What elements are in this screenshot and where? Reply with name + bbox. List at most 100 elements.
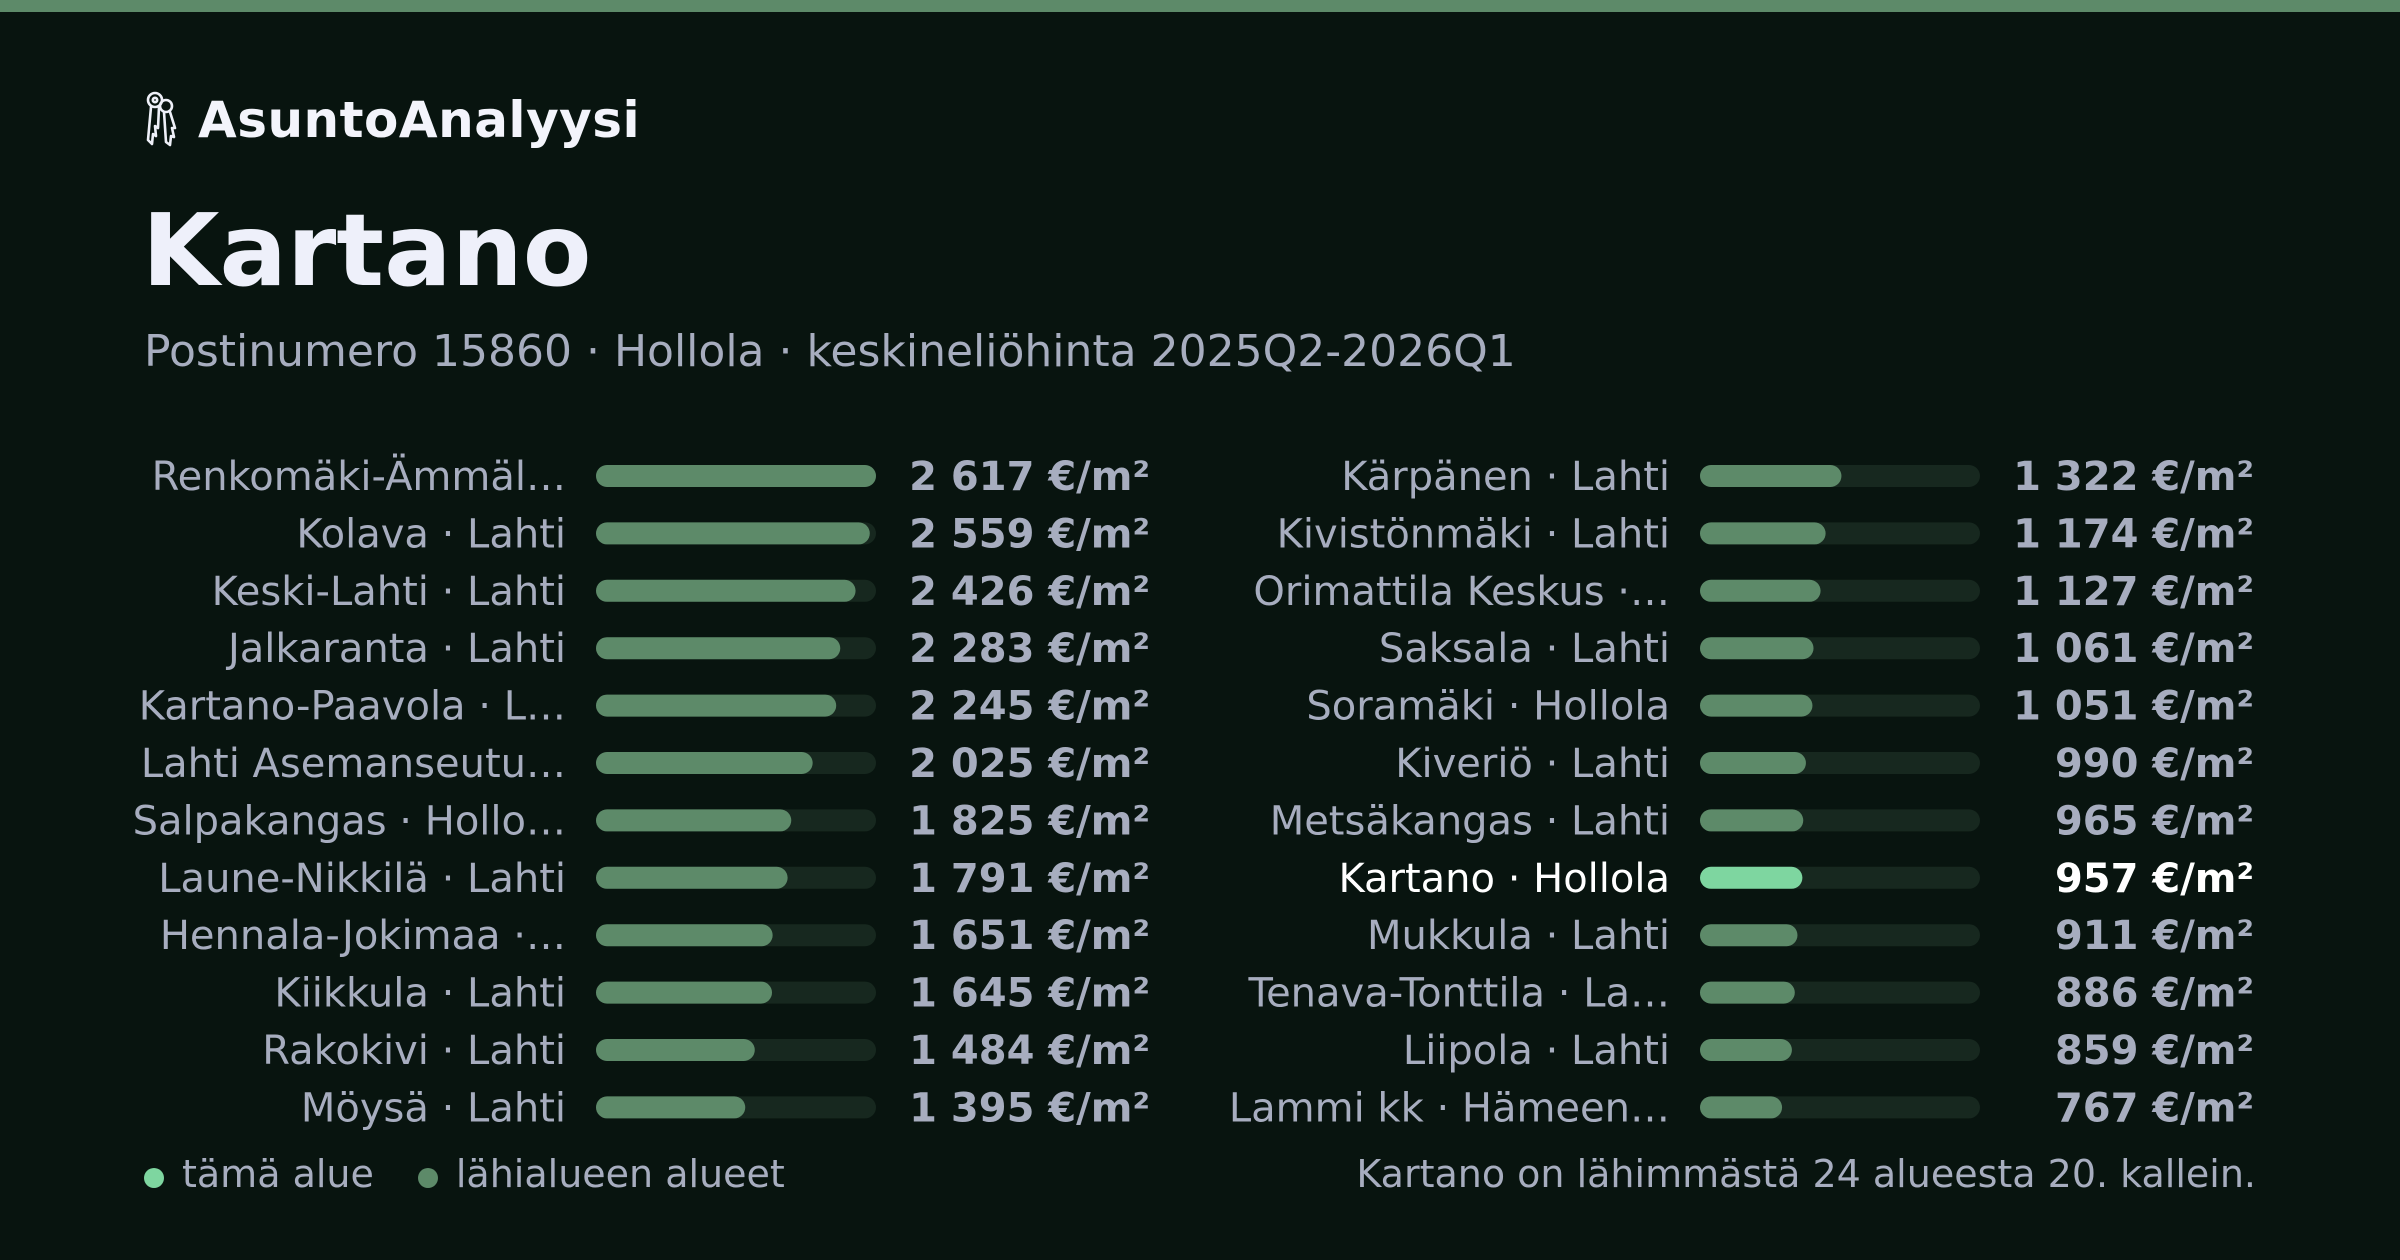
rank-footnote: Kartano on lähimmästä 24 alueesta 20. ka… xyxy=(1356,1152,2256,1196)
bar xyxy=(596,924,773,946)
value-label: 1 051 €/m² xyxy=(2013,684,2254,730)
value-label: 1 174 €/m² xyxy=(2013,511,2254,557)
bar-row: Saksala · Lahti 1 061 €/m² xyxy=(1379,626,2254,672)
bar xyxy=(1700,752,1806,774)
bar-row: Kolava · Lahti 2 559 €/m² xyxy=(296,511,1150,557)
bar xyxy=(1700,1096,1782,1118)
bar-row: Hennala-Jokimaa ·… 1 651 €/m² xyxy=(160,913,1150,959)
value-label: 1 322 €/m² xyxy=(2013,454,2254,500)
value-label: 1 061 €/m² xyxy=(2013,626,2254,672)
bar xyxy=(1700,465,1841,487)
bar xyxy=(596,1096,745,1118)
bar-row: Lahti Asemanseutu… 2 025 €/m² xyxy=(141,741,1150,787)
legend: tämä alue lähialueen alueet xyxy=(144,1152,829,1196)
area-label: Soramäki · Hollola xyxy=(1306,684,1670,730)
value-label: 1 395 €/m² xyxy=(909,1085,1150,1131)
area-label: Kivistönmäki · Lahti xyxy=(1277,511,1670,557)
bar xyxy=(596,637,840,659)
bar xyxy=(596,465,876,487)
value-label: 859 €/m² xyxy=(2055,1028,2254,1074)
bar-row: Metsäkangas · Lahti 965 €/m² xyxy=(1270,798,2254,844)
area-label: Mukkula · Lahti xyxy=(1367,913,1670,959)
value-label: 1 645 €/m² xyxy=(909,971,1150,1017)
area-label: Kartano-Paavola · L… xyxy=(139,684,566,730)
legend-item-this-area: tämä alue xyxy=(144,1152,374,1196)
area-label: Hennala-Jokimaa ·… xyxy=(160,913,566,959)
value-label: 2 617 €/m² xyxy=(909,454,1150,500)
area-label: Laune-Nikkilä · Lahti xyxy=(158,856,566,902)
area-label: Lammi kk · Hämeen… xyxy=(1229,1085,1670,1131)
value-label: 886 €/m² xyxy=(2055,971,2254,1017)
area-label: Metsäkangas · Lahti xyxy=(1270,798,1670,844)
bar-row: Liipola · Lahti 859 €/m² xyxy=(1403,1028,2254,1074)
bar xyxy=(596,1039,755,1061)
bar-row: Lammi kk · Hämeen… 767 €/m² xyxy=(1229,1085,2254,1131)
bar-row-highlight: Kartano · Hollola 957 €/m² xyxy=(1338,856,2254,902)
bar xyxy=(596,867,788,889)
area-label: Möysä · Lahti xyxy=(301,1085,566,1131)
bar-row: Kartano-Paavola · L… 2 245 €/m² xyxy=(139,684,1150,730)
value-label: 911 €/m² xyxy=(2055,913,2254,959)
bar xyxy=(596,695,836,717)
value-label: 1 791 €/m² xyxy=(909,856,1150,902)
bar xyxy=(596,809,791,831)
bar-row: Rakokivi · Lahti 1 484 €/m² xyxy=(262,1028,1150,1074)
bar-row: Kärpänen · Lahti 1 322 €/m² xyxy=(1341,454,2254,500)
area-label: Kärpänen · Lahti xyxy=(1341,454,1670,500)
bar-row: Kivistönmäki · Lahti 1 174 €/m² xyxy=(1277,511,2254,557)
bar xyxy=(1700,1039,1792,1061)
bar xyxy=(1700,809,1803,831)
legend-swatch-this-area xyxy=(144,1168,164,1188)
value-label: 2 559 €/m² xyxy=(909,511,1150,557)
bar xyxy=(1700,924,1797,946)
value-label: 2 426 €/m² xyxy=(909,569,1150,615)
area-label: Kiikkula · Lahti xyxy=(274,971,566,1017)
bar xyxy=(596,580,856,602)
bar xyxy=(596,752,813,774)
area-label: Orimattila Keskus ·… xyxy=(1253,569,1670,615)
bar-row: Kiikkula · Lahti 1 645 €/m² xyxy=(274,971,1150,1017)
bar xyxy=(596,982,772,1004)
value-label: 1 825 €/m² xyxy=(909,798,1150,844)
area-label: Jalkaranta · Lahti xyxy=(225,626,566,672)
bar xyxy=(1700,637,1814,659)
value-label: 1 127 €/m² xyxy=(2013,569,2254,615)
area-label: Kolava · Lahti xyxy=(296,511,566,557)
bar-row: Möysä · Lahti 1 395 €/m² xyxy=(301,1085,1150,1131)
bar-row: Salpakangas · Hollo… 1 825 €/m² xyxy=(133,798,1150,844)
bar xyxy=(1700,982,1795,1004)
value-label: 957 €/m² xyxy=(2055,856,2254,902)
area-label: Salpakangas · Hollo… xyxy=(133,798,566,844)
bar-row: Keski-Lahti · Lahti 2 426 €/m² xyxy=(212,569,1150,615)
legend-label-nearby: lähialueen alueet xyxy=(456,1152,785,1196)
value-label: 990 €/m² xyxy=(2055,741,2254,787)
bar-row: Mukkula · Lahti 911 €/m² xyxy=(1367,913,2254,959)
value-label: 965 €/m² xyxy=(2055,798,2254,844)
area-label: Saksala · Lahti xyxy=(1379,626,1670,672)
bar xyxy=(596,522,870,544)
area-label: Keski-Lahti · Lahti xyxy=(212,569,566,615)
area-label: Rakokivi · Lahti xyxy=(262,1028,566,1074)
bar-row: Jalkaranta · Lahti 2 283 €/m² xyxy=(225,626,1150,672)
area-label: Kartano · Hollola xyxy=(1338,856,1670,902)
area-label: Liipola · Lahti xyxy=(1403,1028,1670,1074)
value-label: 2 245 €/m² xyxy=(909,684,1150,730)
legend-label-this-area: tämä alue xyxy=(182,1152,374,1196)
area-label: Renkomäki-Ämmäl… xyxy=(152,452,566,500)
bar-row: Kiveriö · Lahti 990 €/m² xyxy=(1395,741,2254,787)
value-label: 2 283 €/m² xyxy=(909,626,1150,672)
value-label: 1 484 €/m² xyxy=(909,1028,1150,1074)
bar-row: Tenava-Tonttila · La… 886 €/m² xyxy=(1247,971,2254,1017)
bar xyxy=(1700,695,1812,717)
bar xyxy=(1700,580,1821,602)
legend-item-nearby: lähialueen alueet xyxy=(418,1152,785,1196)
value-label: 767 €/m² xyxy=(2055,1085,2254,1131)
area-label: Kiveriö · Lahti xyxy=(1395,741,1670,787)
bar-row: Soramäki · Hollola 1 051 €/m² xyxy=(1306,684,2254,730)
legend-swatch-nearby xyxy=(418,1168,438,1188)
bar-row: Laune-Nikkilä · Lahti 1 791 €/m² xyxy=(158,856,1150,902)
area-label: Tenava-Tonttila · La… xyxy=(1247,971,1670,1017)
bar xyxy=(1700,522,1826,544)
